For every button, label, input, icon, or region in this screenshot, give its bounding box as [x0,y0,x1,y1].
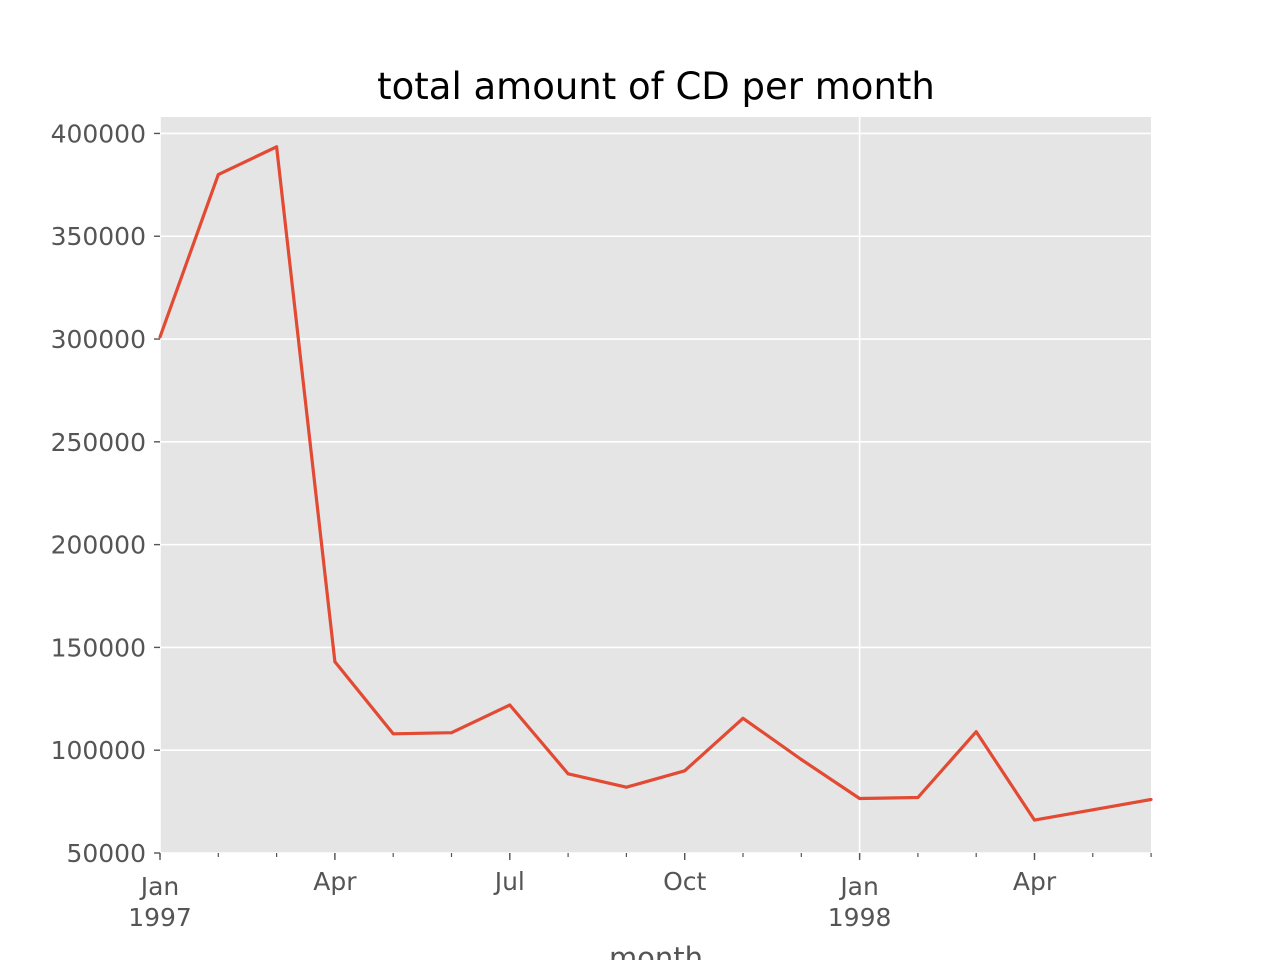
y-tick-label: 300000 [51,325,146,354]
data-point [333,660,337,664]
data-point [1149,798,1153,802]
data-point [566,772,570,776]
data-point [683,769,687,773]
y-axis-ticks: 400000 350000 300000 250000 200000 150000 1000… [51,119,160,868]
data-point [799,757,803,761]
y-tick-label: 150000 [51,633,146,662]
x-tick-label: Jan [139,872,180,901]
grid-lines [159,117,1151,854]
data-point [450,731,453,735]
y-tick-label: 400000 [51,119,146,148]
y-tick-label: 100000 [51,736,146,765]
x-tick-label: Jan [838,872,879,901]
x-tick-label: Jul [493,867,525,896]
data-point [741,716,745,720]
data-point [858,797,862,801]
data-point [1091,808,1095,812]
x-tick-label: Apr [313,867,357,896]
chart-title: total amount of CD per month [377,65,935,108]
y-tick-label: 50000 [66,839,146,868]
data-point [158,335,162,339]
x-tick-label: Oct [663,867,706,896]
data-point [1033,818,1036,822]
x-tick-year-label: 1998 [828,903,892,932]
series-layer [158,145,1153,822]
series-line [158,145,1152,822]
data-point [216,173,220,177]
y-tick-label: 250000 [51,428,146,457]
data-point [391,732,395,736]
data-point [508,703,512,707]
x-axis-label: month [609,941,703,960]
y-tick-label: 350000 [51,222,146,251]
data-point [916,795,920,799]
plot-area [160,117,1151,853]
data-point [974,730,978,734]
x-tick-year-label: 1997 [128,903,192,932]
y-tick-label: 200000 [51,531,146,560]
data-point [275,145,279,149]
x-tick-label: Apr [1013,867,1057,896]
data-point [624,785,628,789]
